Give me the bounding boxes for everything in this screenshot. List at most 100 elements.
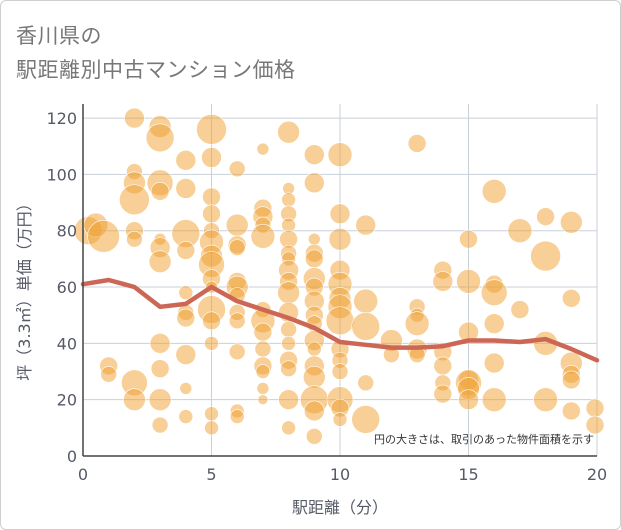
y-tick-label: 20 — [57, 391, 77, 410]
chart-title-line2: 駅距離別中古マンション価格 — [16, 58, 296, 82]
x-tick-label: 15 — [458, 465, 478, 484]
data-bubble — [483, 313, 505, 334]
data-bubble — [228, 239, 246, 256]
data-bubble — [250, 224, 276, 249]
data-bubble — [432, 271, 454, 292]
data-bubble — [456, 269, 481, 294]
data-bubble — [407, 134, 427, 153]
data-bubble — [303, 144, 325, 165]
data-bubble — [561, 401, 581, 421]
bubble-series — [73, 107, 605, 445]
data-bubble — [151, 416, 169, 434]
data-bubble — [204, 406, 219, 422]
data-bubble — [329, 203, 351, 225]
data-bubble — [196, 114, 227, 145]
data-bubble — [331, 363, 349, 380]
axes: 0 5 10 15 20 0 20 40 60 80 100 120 — [46, 104, 607, 484]
data-bubble — [277, 281, 300, 304]
data-bubble — [481, 178, 507, 204]
data-bubble — [148, 388, 172, 411]
data-bubble — [481, 387, 507, 412]
data-bubble — [257, 394, 269, 405]
data-bubble — [202, 187, 221, 207]
y-tick-label: 40 — [57, 334, 77, 353]
data-bubble — [404, 311, 430, 336]
data-bubble — [228, 343, 246, 361]
y-tick-label: 60 — [57, 278, 77, 297]
data-bubble — [150, 181, 170, 201]
data-bubble — [327, 142, 353, 167]
data-bubble — [176, 241, 196, 260]
data-bubble — [126, 230, 143, 248]
data-bubble — [561, 289, 581, 308]
data-bubble — [306, 341, 322, 357]
x-axis-label: 駅距離（分） — [292, 498, 388, 517]
data-bubble — [124, 107, 145, 129]
data-bubble — [179, 382, 193, 395]
data-bubble — [204, 336, 219, 351]
data-bubble — [175, 344, 197, 365]
data-bubble — [533, 387, 558, 412]
data-bubble — [281, 420, 296, 436]
data-bubble — [559, 210, 583, 234]
data-bubble — [256, 142, 270, 156]
data-bubble — [148, 250, 172, 273]
data-bubble — [433, 384, 453, 404]
data-bubble — [202, 204, 221, 224]
data-bubble — [357, 374, 375, 392]
data-bubble — [281, 192, 296, 208]
average-trend-line — [80, 277, 600, 363]
data-bubble — [201, 147, 222, 168]
data-bubble — [458, 389, 479, 410]
data-bubble — [530, 240, 561, 272]
data-bubble — [303, 172, 325, 194]
data-bubble — [585, 415, 605, 435]
data-bubble — [280, 360, 297, 378]
data-bubble — [100, 366, 117, 383]
data-bubble — [253, 322, 273, 342]
data-bubble — [351, 312, 381, 341]
data-bubble — [150, 359, 170, 379]
data-bubble — [328, 227, 352, 251]
x-tick-label: 0 — [78, 465, 88, 484]
y-tick-label: 120 — [46, 109, 77, 128]
data-bubble — [561, 370, 581, 390]
data-bubble — [256, 382, 270, 395]
data-bubble — [351, 405, 381, 434]
data-bubble — [175, 178, 197, 199]
data-bubble — [307, 232, 321, 246]
x-tick-label: 10 — [330, 465, 350, 484]
data-bubble — [585, 398, 605, 418]
data-bubble — [178, 285, 194, 300]
data-bubble — [255, 364, 271, 379]
data-bubble — [480, 279, 508, 306]
data-bubble — [123, 388, 146, 411]
data-bubble — [303, 400, 325, 422]
data-bubble — [304, 249, 324, 269]
data-bubble — [204, 420, 219, 436]
data-bubble — [510, 300, 530, 319]
data-bubble — [281, 336, 296, 351]
data-bubble — [507, 218, 533, 244]
data-bubble — [176, 308, 196, 328]
data-bubble — [302, 365, 326, 389]
data-bubble — [483, 352, 505, 374]
data-bubble — [536, 207, 555, 226]
data-bubble — [277, 120, 300, 144]
data-bubble — [459, 229, 478, 249]
y-tick-label: 100 — [46, 165, 77, 184]
data-bubble — [175, 150, 197, 171]
y-axis-label: 坪（3.3㎡）単価（万円） — [15, 195, 34, 380]
y-tick-label: 80 — [57, 222, 77, 241]
chart-title-line1: 香川県の — [16, 24, 102, 48]
data-bubble — [433, 356, 453, 376]
data-bubble — [355, 214, 377, 236]
data-bubble — [280, 320, 297, 338]
data-bubble — [87, 220, 120, 253]
x-tick-label: 5 — [206, 465, 216, 484]
data-bubble — [178, 409, 194, 424]
data-bubble — [228, 312, 246, 330]
data-bubble — [202, 311, 221, 331]
data-bubble — [145, 123, 175, 153]
